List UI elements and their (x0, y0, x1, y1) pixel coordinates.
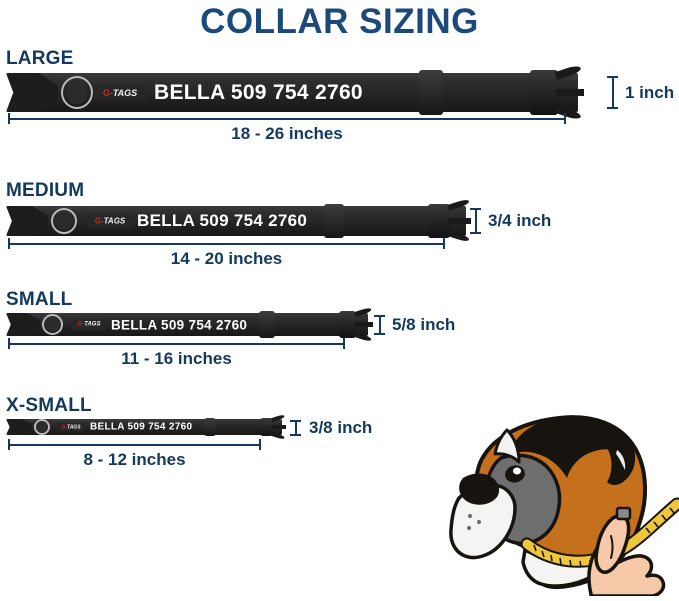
dog-nose (459, 473, 500, 505)
width-text-large: 1 inch (625, 83, 675, 102)
brand-badge: G- TAGS (58, 422, 84, 432)
brand-prefix: G- (102, 87, 113, 98)
collar-end-tab (6, 313, 40, 336)
dimension-cap (443, 238, 445, 249)
dimension-line (295, 420, 297, 436)
size-label-small: SMALL (6, 289, 73, 310)
dog-ear-highlight (616, 450, 626, 470)
collar-buckle (428, 204, 450, 238)
buckle-prong-middle (448, 218, 471, 224)
dimension-line (8, 118, 566, 120)
collar-d-ring-fill (55, 212, 73, 230)
dimension-line (475, 208, 477, 234)
length-dimension-medium (8, 238, 445, 249)
brand-prefix: G- (77, 321, 85, 328)
size-label-xsmall: X-SMALL (6, 395, 92, 416)
dimension-line (8, 444, 261, 446)
buckle-prong-bottom (271, 432, 285, 440)
buckle-prong-bottom (354, 332, 372, 343)
finger-crease (610, 535, 614, 559)
dog-ear (589, 424, 636, 485)
dimension-line (379, 315, 381, 335)
dog-whisker-dot (466, 525, 472, 531)
width-dimension-small (374, 315, 385, 335)
dog-blaze (493, 428, 521, 464)
size-block-xsmall: X-SMALL G- TAGS BELLA 509 754 2760 3/8 in… (0, 390, 679, 500)
length-text-xsmall: 8 - 12 inches (83, 450, 186, 469)
brand-name: TAGS (103, 216, 126, 226)
tape-clip (615, 506, 632, 521)
size-label-medium: MEDIUM (6, 180, 85, 201)
collar-d-ring (34, 419, 50, 435)
length-text-small: 11 - 16 inches (121, 349, 232, 368)
collar-buckle (260, 418, 273, 436)
length-dimension-small (8, 338, 345, 349)
dimension-cap (607, 107, 618, 109)
width-text-medium: 3/4 inch (488, 211, 552, 230)
collar-buckle (339, 311, 356, 338)
collar-keeper-slider (259, 311, 275, 338)
collar-keeper-slider (204, 418, 216, 436)
collar-d-ring (61, 76, 93, 109)
length-text-large: 18 - 26 inches (231, 124, 343, 143)
brand-name: TAGS (84, 321, 101, 328)
width-dimension-xsmall (290, 420, 301, 436)
length-dimension-xsmall (8, 439, 261, 450)
brand-prefix: G- (61, 424, 68, 430)
page-title: COLLAR SIZING (200, 2, 479, 41)
dimension-cap (564, 113, 566, 124)
collar-buckle (530, 70, 558, 115)
dog-whisker-dot (476, 519, 482, 525)
collar-graphic-medium: G- TAGS BELLA 509 754 2760 (6, 198, 486, 243)
brand-badge: G- TAGS (72, 319, 106, 330)
collar-d-ring-fill (66, 81, 88, 104)
dimension-cap (470, 232, 481, 234)
brand-name: TAGS (112, 87, 138, 98)
collar-graphic-small: G- TAGS BELLA 509 754 2760 (6, 306, 386, 343)
dog-eye-highlight (513, 467, 521, 475)
brand-prefix: G- (94, 216, 104, 226)
collar-graphic-xsmall: G- TAGS BELLA 509 754 2760 (6, 414, 296, 440)
collar-strap (13, 313, 368, 336)
dimension-cap (374, 333, 385, 335)
boxer-dog-illustration (441, 412, 679, 598)
dimension-cap (259, 439, 261, 450)
dimension-cap (290, 434, 301, 436)
buckle-prong-middle (272, 425, 286, 429)
dimension-cap (343, 338, 345, 349)
engraved-id-text: BELLA 509 754 2760 (154, 80, 363, 104)
dimension-line (8, 243, 445, 245)
collar-keeper-slider (419, 70, 443, 115)
width-dimension-large (607, 76, 618, 109)
engraved-id-text: BELLA 509 754 2760 (90, 421, 193, 433)
dimension-line (612, 76, 614, 109)
size-block-large: LARGE G- TAGS BELLA 509 754 2760 1 inch (0, 0, 679, 150)
length-text-medium: 14 - 20 inches (170, 249, 283, 268)
brand-badge: G- TAGS (94, 84, 146, 101)
engraved-id-text: BELLA 509 754 2760 (137, 211, 308, 230)
width-dimension-medium (470, 208, 481, 234)
buckle-prong-middle (355, 322, 373, 327)
engraved-id-text: BELLA 509 754 2760 (111, 317, 248, 332)
brand-name: TAGS (67, 424, 81, 430)
collar-d-ring-fill (36, 421, 48, 433)
width-text-xsmall: 3/8 inch (309, 418, 373, 437)
collar-end-tab (6, 419, 32, 435)
collar-d-ring (42, 314, 63, 335)
width-text-small: 5/8 inch (392, 315, 456, 334)
collar-d-ring-fill (45, 317, 60, 332)
length-dimension-large (8, 113, 566, 124)
buckle-prong-middle (556, 89, 584, 96)
dimension-line (8, 343, 345, 345)
collar-d-ring (51, 208, 77, 234)
size-block-medium: MEDIUM G- TAGS BELLA 509 754 2760 3/4 inc… (0, 150, 679, 275)
size-label-large: LARGE (6, 48, 74, 69)
dog-whisker-dot (467, 513, 473, 519)
brand-badge: G- TAGS (88, 214, 132, 228)
collar-graphic-large: G- TAGS BELLA 509 754 2760 (6, 64, 596, 121)
collar-keeper-slider (324, 204, 344, 238)
dog-chin (449, 482, 517, 560)
size-block-small: SMALL G- TAGS BELLA 509 754 2760 5/8 inch… (0, 275, 679, 390)
